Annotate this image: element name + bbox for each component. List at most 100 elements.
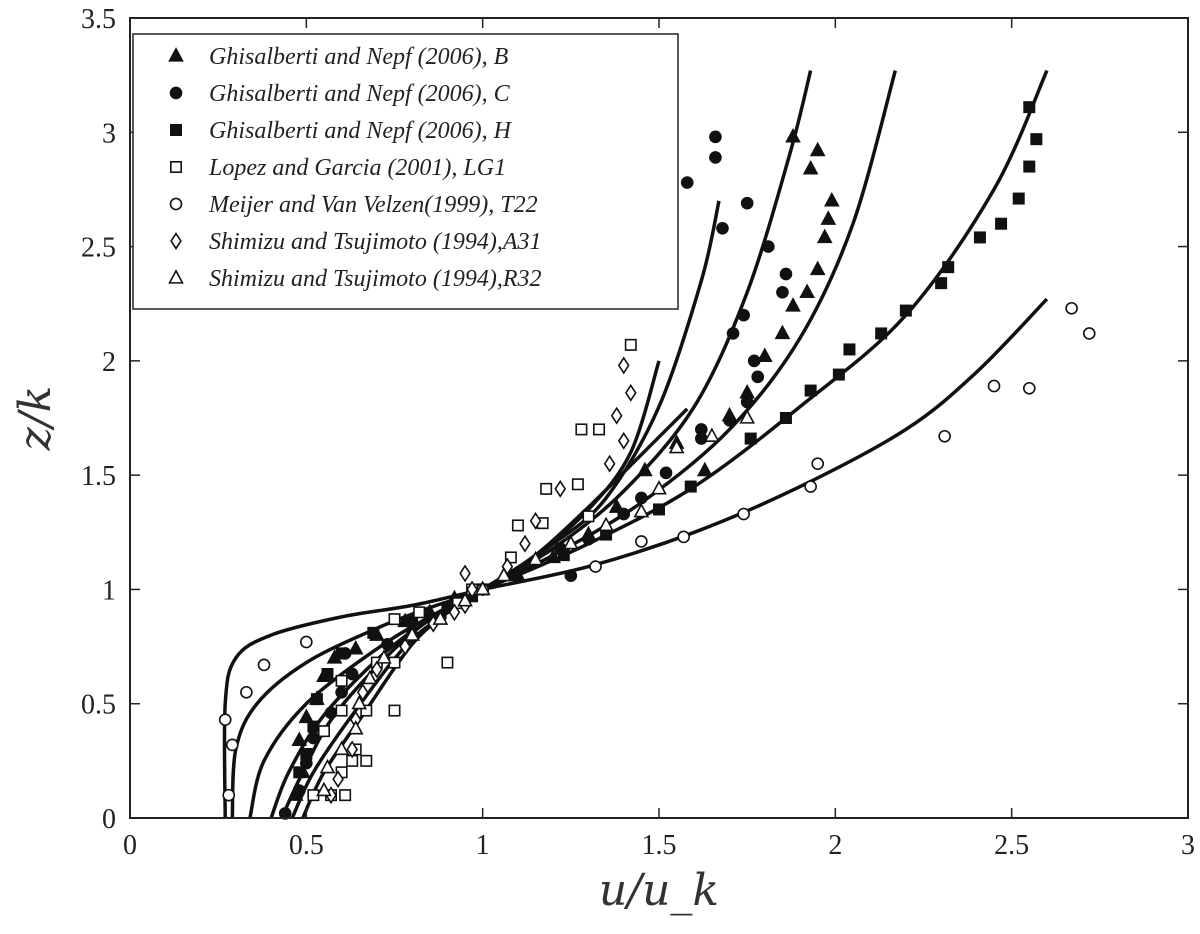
data-point xyxy=(319,758,336,774)
data-point xyxy=(540,482,553,495)
data-point xyxy=(529,511,542,530)
data-point xyxy=(987,379,1001,393)
data-point xyxy=(617,507,631,521)
data-point xyxy=(716,221,729,235)
data-point xyxy=(504,551,517,564)
data-point xyxy=(292,784,306,797)
data-point xyxy=(399,637,411,656)
data-point xyxy=(740,395,754,409)
data-point xyxy=(519,534,531,553)
data-point xyxy=(697,461,713,477)
x-tick-label: 0.5 xyxy=(289,830,324,861)
data-point xyxy=(310,693,323,706)
data-point xyxy=(345,667,359,681)
y-tick-label: 3 xyxy=(102,118,116,149)
data-point xyxy=(346,740,359,759)
data-point xyxy=(300,747,313,760)
data-point xyxy=(809,260,826,276)
data-point xyxy=(457,592,473,607)
data-point xyxy=(388,704,401,717)
fit-curve xyxy=(222,297,1049,819)
legend-entry: Shimizu and Tsujimoto (1994),R32 xyxy=(209,266,541,292)
data-point xyxy=(816,228,833,244)
data-point xyxy=(635,491,648,505)
data-point xyxy=(843,343,856,356)
data-point xyxy=(441,656,454,669)
data-point xyxy=(633,502,650,518)
data-point xyxy=(751,370,765,384)
data-point xyxy=(942,261,955,274)
data-point xyxy=(1082,327,1096,340)
legend-entry: Ghisalberti and Nepf (2006), B xyxy=(209,44,509,70)
data-point xyxy=(739,409,756,424)
data-point xyxy=(995,217,1008,230)
y-tick-label: 2 xyxy=(102,347,116,378)
data-point xyxy=(335,685,348,699)
data-point xyxy=(360,754,373,767)
data-point xyxy=(747,354,761,368)
data-point xyxy=(744,432,757,445)
legend-entry: Ghisalberti and Nepf (2006), H xyxy=(209,118,513,144)
data-point xyxy=(774,324,791,340)
data-point xyxy=(785,128,801,143)
legend-marker xyxy=(168,47,184,62)
x-tick-label: 2.5 xyxy=(994,830,1029,861)
data-point xyxy=(1012,192,1025,205)
x-tick-label: 1.5 xyxy=(642,830,677,861)
data-point xyxy=(361,669,378,685)
data-point xyxy=(726,327,740,340)
data-point xyxy=(617,356,630,375)
data-point xyxy=(495,566,512,582)
data-point xyxy=(432,610,449,625)
data-point xyxy=(737,308,750,322)
data-point xyxy=(875,327,888,340)
data-point xyxy=(804,384,817,397)
y-tick-label: 0.5 xyxy=(81,690,116,721)
legend-box xyxy=(132,33,679,310)
data-point xyxy=(356,683,369,702)
data-point xyxy=(554,479,567,498)
data-point xyxy=(335,704,348,717)
data-point xyxy=(225,738,239,752)
x-tick-label: 3 xyxy=(1181,830,1195,861)
axis-ticks: 0 0.5 1 1.5 2 2.5 3 0 0.5 1 1.5 2 2.5 3 3.5 xyxy=(81,4,1195,861)
data-point xyxy=(811,457,825,471)
x-tick-label: 2 xyxy=(828,830,842,861)
x-axis-label: u/u_k xyxy=(599,865,719,916)
data-point xyxy=(510,566,526,582)
data-point xyxy=(694,423,708,436)
data-point xyxy=(321,667,334,680)
legend-marker xyxy=(170,124,183,137)
legend-marker xyxy=(169,197,183,211)
data-point xyxy=(938,429,951,443)
data-point xyxy=(737,507,750,521)
legend: Ghisalberti and Nepf (2006), B Ghisalbert… xyxy=(132,33,679,310)
data-point xyxy=(300,635,313,649)
y-axis-label: z/k xyxy=(10,386,61,452)
data-point xyxy=(307,731,320,745)
data-point xyxy=(589,560,602,573)
data-point xyxy=(709,151,722,164)
data-point xyxy=(779,267,793,281)
y-tick-label: 0 xyxy=(102,804,116,835)
data-point xyxy=(257,658,271,672)
data-point xyxy=(298,708,315,724)
data-point xyxy=(575,423,588,436)
legend-marker xyxy=(170,232,182,250)
data-point xyxy=(684,480,697,493)
data-point xyxy=(799,283,815,298)
data-point xyxy=(935,277,948,290)
data-point xyxy=(511,519,524,532)
y-tick-label: 2.5 xyxy=(81,233,116,264)
legend-marker xyxy=(168,269,184,284)
data-point xyxy=(527,550,544,566)
data-point xyxy=(404,626,420,641)
data-point xyxy=(339,789,352,802)
y-tick-label: 3.5 xyxy=(81,4,116,35)
legend-marker xyxy=(169,86,183,100)
legend-entry: Shimizu and Tsujimoto (1994),A31 xyxy=(209,229,541,255)
data-point xyxy=(779,411,792,424)
data-point xyxy=(598,516,614,532)
data-point xyxy=(610,406,623,425)
data-point xyxy=(709,130,722,144)
